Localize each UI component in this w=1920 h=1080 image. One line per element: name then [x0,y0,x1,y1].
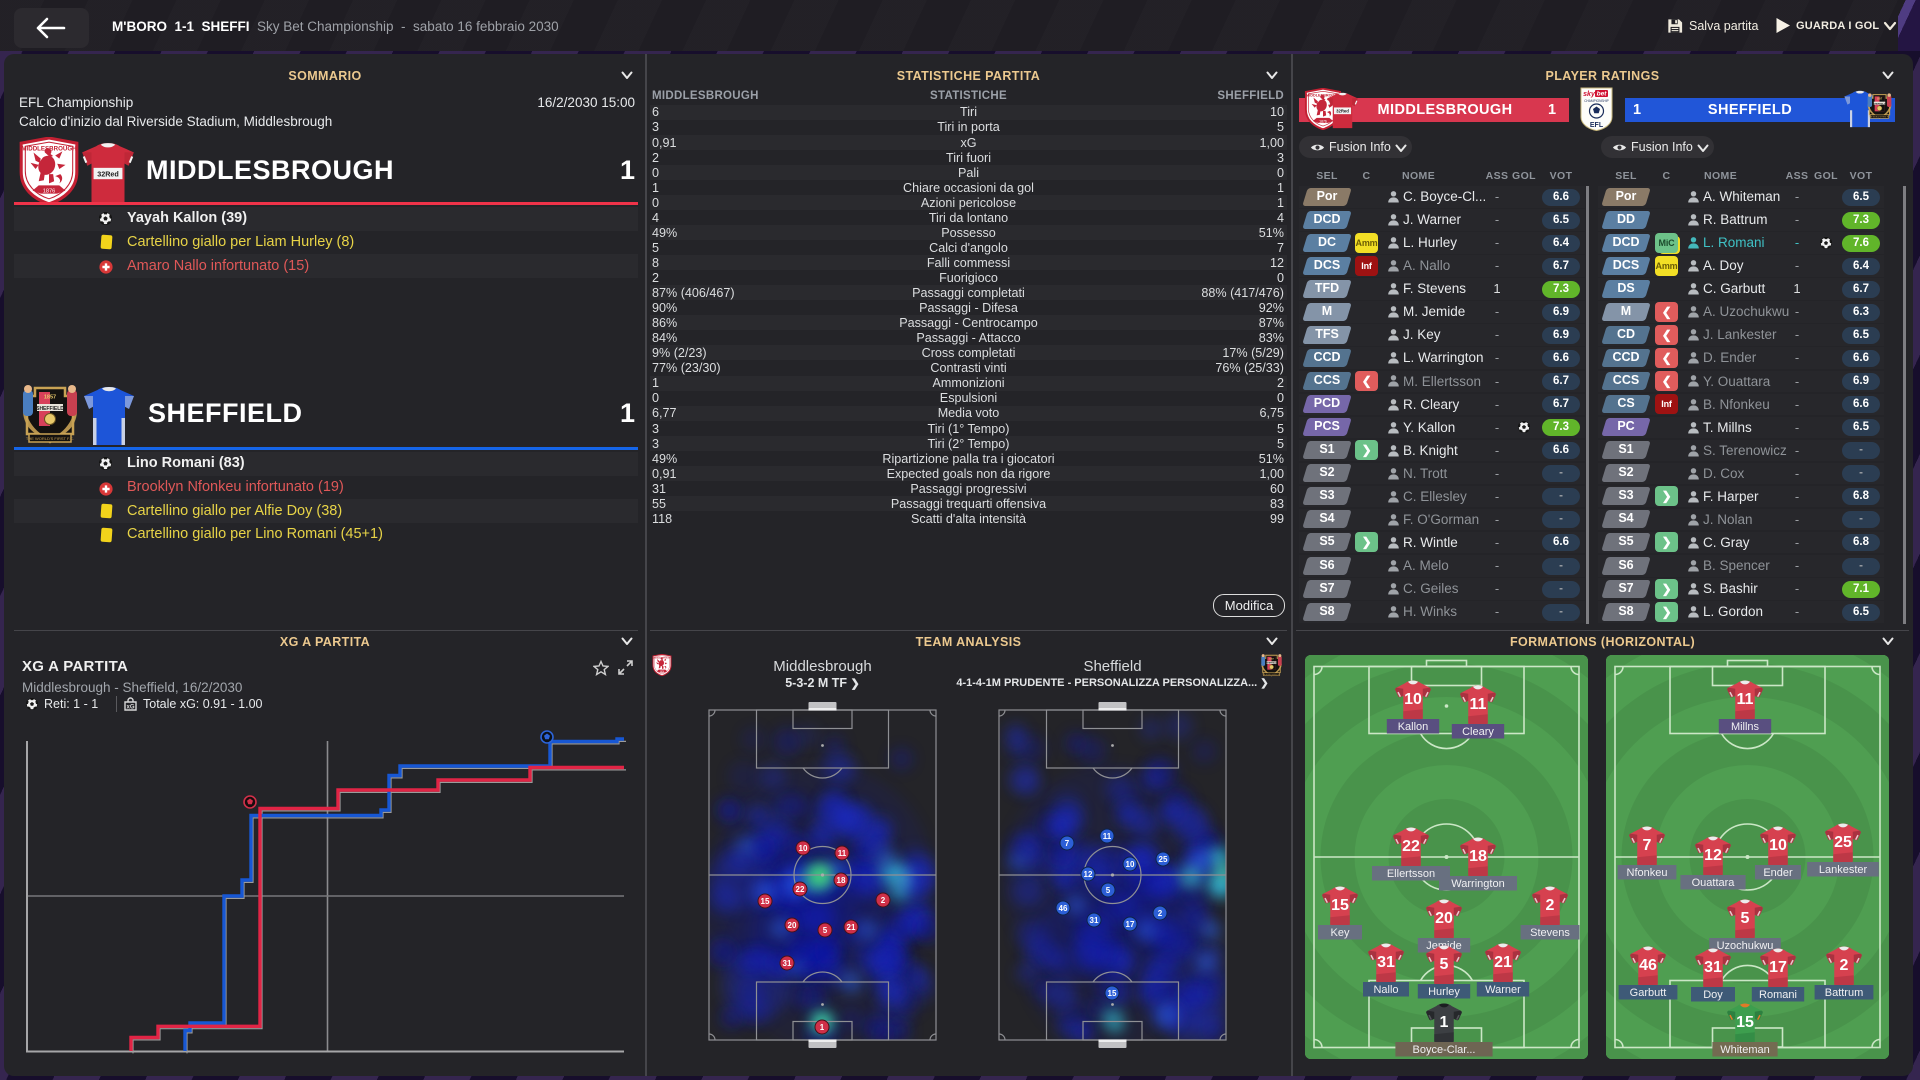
svg-text:31: 31 [1377,954,1395,971]
svg-text:25: 25 [1834,834,1852,851]
svg-text:31: 31 [1090,916,1099,925]
svg-text:2: 2 [1840,957,1849,974]
svg-text:10: 10 [1769,837,1787,854]
svg-text:Cleary: Cleary [1462,726,1494,738]
svg-text:17: 17 [1769,959,1787,976]
svg-text:11: 11 [1470,696,1487,713]
svg-text:5: 5 [1741,910,1750,927]
svg-text:Nallo: Nallo [1373,984,1398,996]
svg-text:Stevens: Stevens [1530,927,1570,939]
svg-text:1: 1 [820,1023,825,1032]
svg-text:12: 12 [1084,870,1093,879]
svg-text:CHAMPIONSHIP: CHAMPIONSHIP [1584,99,1609,103]
svg-text:1876: 1876 [43,189,56,195]
svg-text:bet: bet [1597,91,1608,98]
svg-text:10: 10 [1404,691,1422,708]
svg-text:2: 2 [881,896,886,905]
svg-text:Boyce-Clar...: Boyce-Clar... [1413,1044,1476,1056]
svg-text:Ouattara: Ouattara [1692,877,1736,889]
svg-text:21: 21 [847,923,856,932]
svg-text:17: 17 [1126,920,1135,929]
svg-text:Uzochukwu: Uzochukwu [1717,940,1774,952]
svg-text:1857: 1857 [1269,658,1274,660]
svg-text:15: 15 [1331,897,1349,914]
svg-text:THE WORLD'S FIRST F.C.: THE WORLD'S FIRST F.C. [26,436,74,441]
svg-text:SHEFFIELD: SHEFFIELD [1873,103,1886,105]
svg-text:Ellertsson: Ellertsson [1387,868,1435,880]
svg-text:1857: 1857 [44,395,56,401]
svg-text:Key: Key [1331,927,1350,939]
svg-text:Romani: Romani [1759,989,1797,1001]
svg-text:32Red: 32Red [1336,109,1349,114]
svg-text:10: 10 [799,844,808,853]
svg-text:Hurley: Hurley [1428,986,1460,998]
svg-text:Kallon: Kallon [1398,721,1429,733]
svg-text:25: 25 [1159,855,1168,864]
svg-text:31: 31 [1704,959,1722,976]
svg-text:Whiteman: Whiteman [1720,1044,1770,1056]
svg-text:22: 22 [1402,838,1420,855]
svg-text:Nfonkeu: Nfonkeu [1627,867,1668,879]
svg-text:1876: 1876 [1319,119,1327,123]
svg-text:sky: sky [1583,91,1596,98]
svg-text:7: 7 [1065,839,1070,848]
svg-text:5: 5 [823,926,828,935]
svg-text:Warrington: Warrington [1451,878,1504,890]
svg-text:22: 22 [796,885,805,894]
svg-text:2: 2 [1546,897,1555,914]
svg-text:11: 11 [1103,832,1112,841]
svg-text:1: 1 [1440,1014,1449,1031]
svg-text:32Red: 32Red [97,170,119,179]
svg-text:21: 21 [1494,954,1512,971]
svg-text:Millns: Millns [1731,721,1760,733]
svg-text:Lankester: Lankester [1819,864,1868,876]
svg-text:18: 18 [837,876,846,885]
svg-text:20: 20 [1435,910,1453,927]
svg-text:10: 10 [1126,860,1135,869]
svg-text:Ender: Ender [1763,867,1793,879]
svg-text:31: 31 [783,959,792,968]
svg-text:46: 46 [1059,904,1068,913]
svg-text:7: 7 [1643,837,1652,854]
svg-text:EFL: EFL [1590,122,1604,129]
svg-text:15: 15 [761,897,770,906]
svg-text:20: 20 [788,921,797,930]
svg-text:THE WORLD'S FIRST F.C.: THE WORLD'S FIRST F.C. [1869,116,1891,118]
svg-text:15: 15 [1108,989,1117,998]
svg-text:46: 46 [1639,957,1657,974]
svg-text:18: 18 [1469,848,1487,865]
svg-text:15: 15 [1736,1014,1754,1031]
svg-text:Garbutt: Garbutt [1630,987,1667,999]
svg-text:Battrum: Battrum [1825,987,1864,999]
svg-text:THE WORLD'S FIRST F.C.: THE WORLD'S FIRST F.C. [1262,674,1281,676]
svg-text:SHEFFIELD: SHEFFIELD [36,406,64,412]
svg-text:SHEFFIELD: SHEFFIELD [1266,663,1277,665]
svg-text:xG: xG [126,705,134,711]
svg-text:11: 11 [1737,691,1754,708]
svg-text:Doy: Doy [1703,989,1723,1001]
svg-text:5: 5 [1106,886,1111,895]
svg-text:1876: 1876 [660,671,664,673]
svg-text:1857: 1857 [1877,97,1883,100]
svg-text:Warner: Warner [1485,984,1521,996]
svg-text:5: 5 [1440,956,1449,973]
svg-text:2: 2 [1158,909,1163,918]
svg-text:11: 11 [838,849,847,858]
svg-text:12: 12 [1704,847,1722,864]
